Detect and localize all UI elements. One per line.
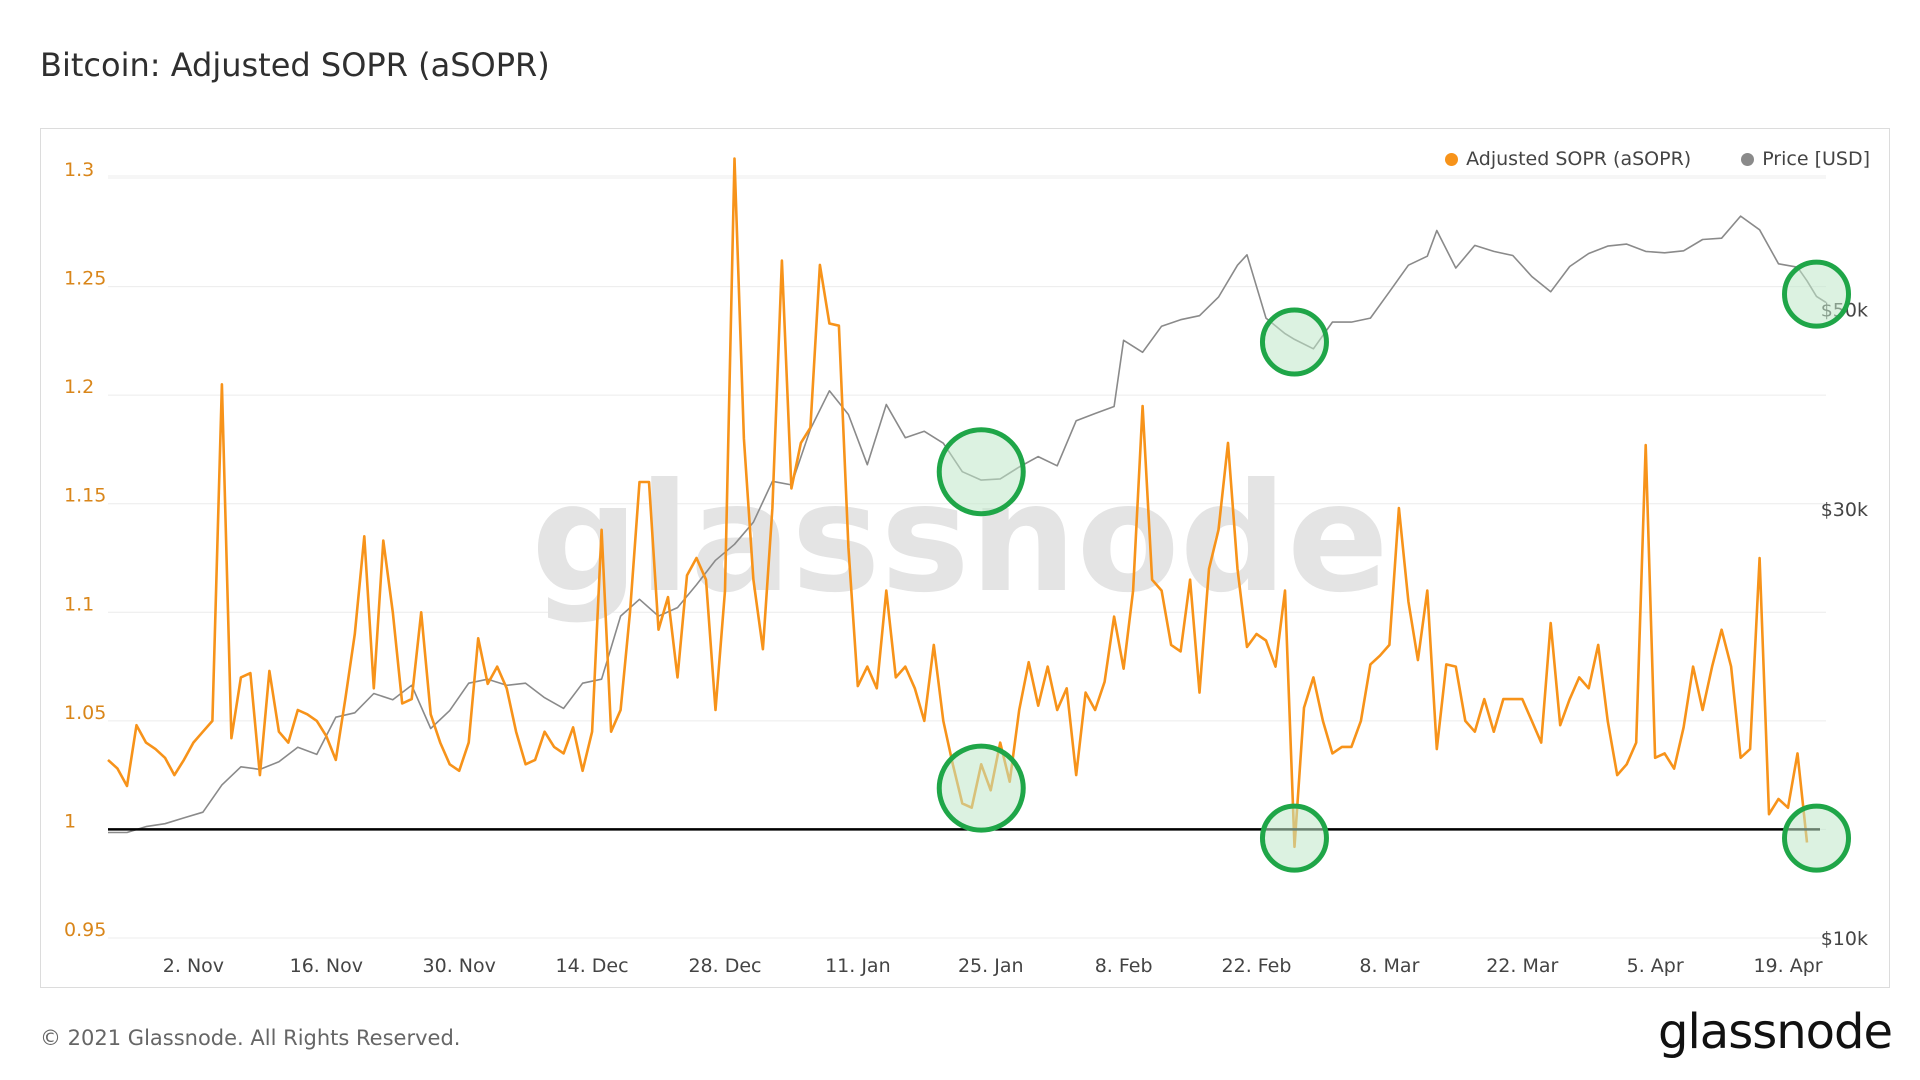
- x-tick-label: 8. Mar: [1359, 955, 1419, 977]
- highlight-circle: [936, 743, 1026, 833]
- x-tick-label: 11. Jan: [825, 955, 891, 977]
- legend-item-asopr[interactable]: Adjusted SOPR (aSOPR): [1445, 148, 1691, 170]
- grid-lines: [108, 175, 1826, 939]
- y-left-tick-label: 0.95: [64, 919, 106, 941]
- y-left-tick-label: 1: [64, 810, 76, 832]
- highlight-circle: [1782, 259, 1852, 329]
- legend-dot-asopr: [1445, 152, 1459, 166]
- legend-item-price[interactable]: Price [USD]: [1741, 148, 1870, 170]
- legend-label-asopr: Adjusted SOPR (aSOPR): [1466, 148, 1692, 170]
- x-axis-labels: 2. Nov 16. Nov 30. Nov 14. Dec 28. Dec 11. Ja…: [163, 955, 1823, 977]
- highlight-circle: [936, 427, 1026, 517]
- x-tick-label: 25. Jan: [958, 955, 1024, 977]
- highlight-circle: [1259, 307, 1329, 377]
- y-left-tick-label: 1.2: [64, 376, 94, 398]
- y-axis-left-labels: 0.95 1 1.05 1.1 1.15 1.2 1.25 1.3: [64, 159, 106, 941]
- x-tick-label: 2. Nov: [163, 955, 224, 977]
- y-left-tick-label: 1.1: [64, 593, 94, 615]
- highlight-circle: [1259, 803, 1329, 873]
- legend-label-price: Price [USD]: [1762, 148, 1870, 170]
- x-tick-label: 22. Feb: [1222, 955, 1292, 977]
- highlight-circles: [936, 259, 1852, 873]
- y-right-tick-label: $30k: [1821, 499, 1868, 521]
- x-tick-label: 14. Dec: [556, 955, 629, 977]
- x-tick-label: 5. Apr: [1627, 955, 1684, 977]
- chart-frame: [40, 128, 1890, 988]
- x-tick-label: 16. Nov: [290, 955, 363, 977]
- page-title: Bitcoin: Adjusted SOPR (aSOPR): [40, 46, 550, 84]
- highlight-circle: [1782, 803, 1852, 873]
- y-left-tick-label: 1.15: [64, 485, 106, 507]
- y-right-tick-label: $10k: [1821, 928, 1868, 950]
- copyright-text: © 2021 Glassnode. All Rights Reserved.: [40, 1026, 461, 1050]
- chart-legend: Adjusted SOPR (aSOPR) Price [USD]: [1445, 148, 1870, 170]
- y-left-tick-label: 1.3: [64, 159, 94, 181]
- brand-logo: glassnode: [1657, 1004, 1893, 1060]
- legend-dot-price: [1741, 152, 1755, 166]
- x-tick-label: 28. Dec: [688, 955, 761, 977]
- x-tick-label: 30. Nov: [423, 955, 496, 977]
- x-tick-label: 19. Apr: [1753, 955, 1822, 977]
- y-left-tick-label: 1.25: [64, 268, 106, 290]
- y-left-tick-label: 1.05: [64, 702, 106, 724]
- x-tick-label: 8. Feb: [1095, 955, 1153, 977]
- x-tick-label: 22. Mar: [1486, 955, 1558, 977]
